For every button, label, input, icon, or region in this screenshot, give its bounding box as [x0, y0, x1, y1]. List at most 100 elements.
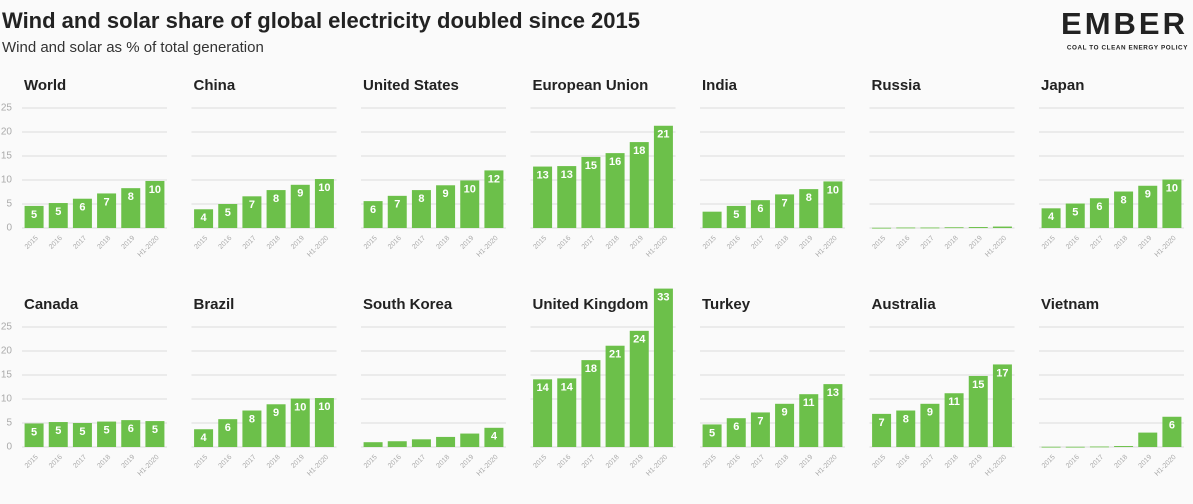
data-label: 15: [972, 379, 984, 391]
x-tick-label: 2015: [363, 454, 379, 470]
x-tick-label: 2015: [1041, 454, 1057, 470]
x-tick-label: 2019: [629, 454, 645, 470]
data-label: 5: [55, 206, 61, 218]
y-tick-label: 25: [1, 103, 13, 114]
x-tick-label: 2016: [387, 454, 403, 470]
x-tick-label: 2016: [1065, 235, 1081, 251]
x-tick-label: 2016: [1065, 454, 1081, 470]
bar: [242, 410, 262, 447]
y-tick-label: 10: [1, 175, 13, 186]
bar: [775, 194, 795, 228]
bar: [24, 205, 44, 228]
data-label: 7: [249, 199, 255, 211]
bar: [363, 201, 383, 228]
data-label: 10: [827, 184, 839, 196]
bar: [581, 156, 601, 228]
bar: [629, 330, 649, 447]
panel-title: China: [194, 77, 236, 94]
data-label: 21: [609, 349, 621, 361]
bar: [1089, 198, 1109, 228]
x-tick-label: H1-2020: [306, 235, 330, 259]
x-tick-label: 2015: [193, 454, 209, 470]
bar: [968, 227, 988, 228]
panel-title: India: [702, 77, 738, 94]
data-label: 8: [1121, 194, 1127, 206]
y-tick-label: 20: [1, 127, 13, 138]
y-tick-label: 10: [1, 394, 13, 405]
chart-subtitle: Wind and solar as % of total generation: [2, 39, 264, 56]
panel-title: United Kingdom: [533, 296, 649, 313]
x-tick-label: 2019: [1138, 454, 1154, 470]
y-tick-label: 5: [6, 199, 12, 210]
bar: [290, 398, 310, 447]
data-label: 6: [733, 421, 739, 433]
panel-title: Vietnam: [1041, 296, 1099, 313]
bar: [920, 403, 940, 447]
data-label: 5: [104, 424, 110, 436]
bar: [557, 166, 577, 228]
data-label: 8: [418, 193, 424, 205]
x-tick-label: 2019: [799, 235, 815, 251]
panel-title: World: [24, 77, 66, 94]
logo-tagline: COAL TO CLEAN ENERGY POLICY: [1067, 45, 1188, 52]
panel-title: Turkey: [702, 296, 751, 313]
x-tick-label: 2015: [702, 235, 718, 251]
bar: [944, 227, 964, 229]
data-label: 24: [633, 334, 646, 346]
x-tick-label: 2018: [435, 235, 451, 251]
x-tick-label: 2018: [435, 454, 451, 470]
data-label: 8: [903, 413, 909, 425]
data-label: 8: [249, 413, 255, 425]
x-tick-label: 2019: [968, 454, 984, 470]
data-label: 5: [31, 426, 37, 438]
x-tick-label: 2017: [920, 235, 936, 251]
x-tick-label: 2016: [726, 235, 742, 251]
x-tick-label: 2015: [702, 454, 718, 470]
bar: [411, 439, 431, 447]
bar: [775, 403, 795, 447]
data-label: 15: [585, 160, 597, 172]
x-tick-label: 2019: [460, 235, 476, 251]
data-label: 4: [1048, 211, 1055, 223]
bar: [266, 190, 286, 228]
data-label: 10: [318, 182, 330, 194]
x-tick-label: H1-2020: [984, 235, 1008, 259]
bar: [653, 288, 673, 447]
x-tick-label: 2017: [242, 235, 258, 251]
bar: [218, 204, 238, 228]
bar: [387, 441, 407, 447]
x-tick-label: 2015: [193, 235, 209, 251]
bar: [411, 190, 431, 228]
data-label: 8: [806, 192, 812, 204]
bar: [121, 188, 141, 228]
bar: [363, 442, 383, 447]
bar: [896, 410, 916, 447]
x-tick-label: H1-2020: [984, 454, 1008, 478]
data-label: 17: [996, 367, 1008, 379]
data-label: 10: [318, 401, 330, 413]
x-tick-label: 2017: [920, 454, 936, 470]
bar: [750, 200, 770, 228]
data-label: 6: [1169, 420, 1175, 432]
x-tick-label: H1-2020: [815, 235, 839, 259]
x-tick-label: 2018: [605, 454, 621, 470]
bar: [121, 420, 141, 447]
data-label: 5: [1072, 206, 1078, 218]
data-label: 5: [709, 427, 715, 439]
chart-title: Wind and solar share of global electrici…: [2, 8, 640, 33]
data-label: 13: [561, 169, 573, 181]
data-label: 7: [757, 415, 763, 427]
x-tick-label: 2019: [629, 235, 645, 251]
bar: [314, 398, 334, 447]
x-tick-label: 2017: [581, 454, 597, 470]
x-tick-label: 2017: [1089, 235, 1105, 251]
x-tick-label: 2015: [532, 454, 548, 470]
data-label: 5: [31, 209, 37, 221]
bar: [484, 170, 504, 228]
bar: [896, 227, 916, 229]
x-tick-label: 2015: [24, 454, 40, 470]
x-tick-label: 2018: [774, 454, 790, 470]
y-tick-label: 25: [1, 322, 13, 333]
x-tick-label: 2018: [944, 454, 960, 470]
bar: [48, 203, 68, 228]
